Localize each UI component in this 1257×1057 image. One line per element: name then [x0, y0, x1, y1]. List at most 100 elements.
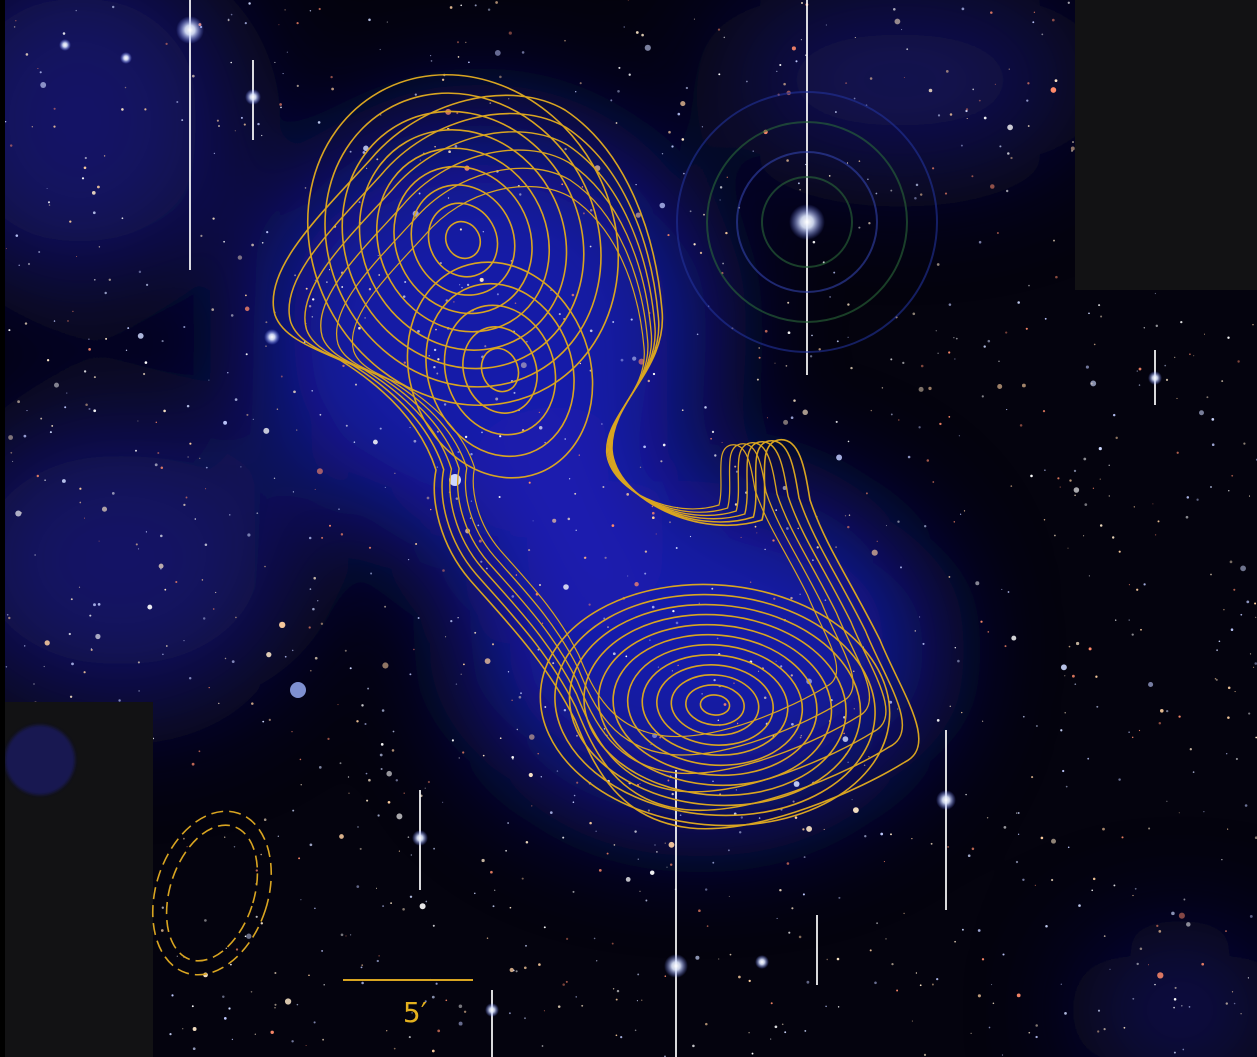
- star: [635, 212, 641, 218]
- star: [331, 87, 334, 91]
- star: [411, 1012, 413, 1014]
- star: [1072, 674, 1075, 678]
- star: [558, 313, 561, 316]
- star: [378, 955, 380, 957]
- star: [978, 240, 982, 244]
- star: [357, 826, 359, 828]
- star: [6, 614, 9, 616]
- star: [651, 605, 655, 609]
- star: [692, 1044, 695, 1048]
- star: [539, 584, 541, 586]
- star: [637, 973, 640, 976]
- star: [83, 370, 87, 373]
- star: [218, 125, 220, 127]
- star: [922, 642, 925, 645]
- star: [1103, 935, 1106, 937]
- star: [53, 125, 56, 128]
- star: [445, 999, 448, 1002]
- star: [425, 900, 428, 903]
- star: [240, 466, 242, 468]
- star: [39, 71, 42, 74]
- star: [764, 329, 768, 333]
- star: [1044, 317, 1047, 320]
- star: [515, 970, 518, 973]
- star: [712, 780, 714, 782]
- star: [885, 938, 887, 940]
- star: [484, 658, 491, 665]
- star: [59, 39, 71, 51]
- star: [182, 1028, 184, 1030]
- star: [790, 674, 793, 677]
- star: [451, 739, 454, 742]
- star: [1102, 827, 1105, 831]
- star: [93, 376, 96, 379]
- star: [900, 566, 902, 569]
- star: [265, 345, 267, 347]
- star: [227, 18, 230, 21]
- star: [314, 279, 316, 281]
- star: [748, 1031, 750, 1034]
- star: [137, 332, 144, 339]
- star: [231, 660, 235, 663]
- star: [802, 409, 808, 416]
- star: [192, 1027, 197, 1031]
- star: [542, 622, 544, 624]
- star: [215, 591, 217, 594]
- star: [495, 397, 499, 401]
- star: [101, 506, 108, 512]
- star: [791, 907, 794, 910]
- galaxy: [290, 682, 306, 698]
- star: [1176, 397, 1178, 399]
- star: [394, 472, 396, 474]
- star: [402, 908, 405, 911]
- diffraction-spikes: [189, 0, 1156, 1057]
- star: [1233, 1002, 1236, 1005]
- star: [111, 5, 115, 9]
- contour: [306, 73, 620, 407]
- star: [955, 337, 958, 340]
- star: [1154, 534, 1157, 536]
- star: [647, 379, 651, 383]
- star: [723, 703, 727, 706]
- star: [961, 928, 964, 931]
- star: [160, 534, 163, 538]
- star: [664, 975, 667, 977]
- star: [296, 21, 299, 25]
- star: [417, 330, 420, 333]
- star: [457, 617, 459, 619]
- contour: [641, 653, 789, 757]
- star: [575, 529, 577, 532]
- star: [480, 560, 483, 563]
- star: [38, 250, 41, 254]
- star: [896, 989, 899, 992]
- star: [1060, 664, 1067, 671]
- star: [740, 816, 743, 819]
- star: [1136, 370, 1139, 372]
- star: [931, 167, 935, 170]
- star: [519, 193, 522, 196]
- star: [758, 817, 761, 819]
- star: [1109, 968, 1111, 970]
- star: [347, 776, 350, 778]
- star: [481, 431, 483, 434]
- star: [703, 213, 705, 216]
- beam: [151, 810, 273, 976]
- star: [561, 183, 564, 186]
- star: [90, 648, 92, 650]
- star: [183, 639, 185, 642]
- star: [844, 515, 847, 517]
- star: [157, 452, 160, 454]
- star: [1173, 998, 1177, 1001]
- star: [1154, 983, 1156, 986]
- star: [505, 849, 507, 852]
- star: [954, 647, 956, 649]
- star: [469, 517, 472, 519]
- star: [667, 779, 670, 782]
- star: [784, 1031, 787, 1034]
- star: [948, 303, 952, 306]
- star: [507, 822, 509, 824]
- star: [508, 98, 510, 100]
- star: [520, 362, 527, 369]
- star: [36, 474, 40, 478]
- star: [529, 734, 535, 740]
